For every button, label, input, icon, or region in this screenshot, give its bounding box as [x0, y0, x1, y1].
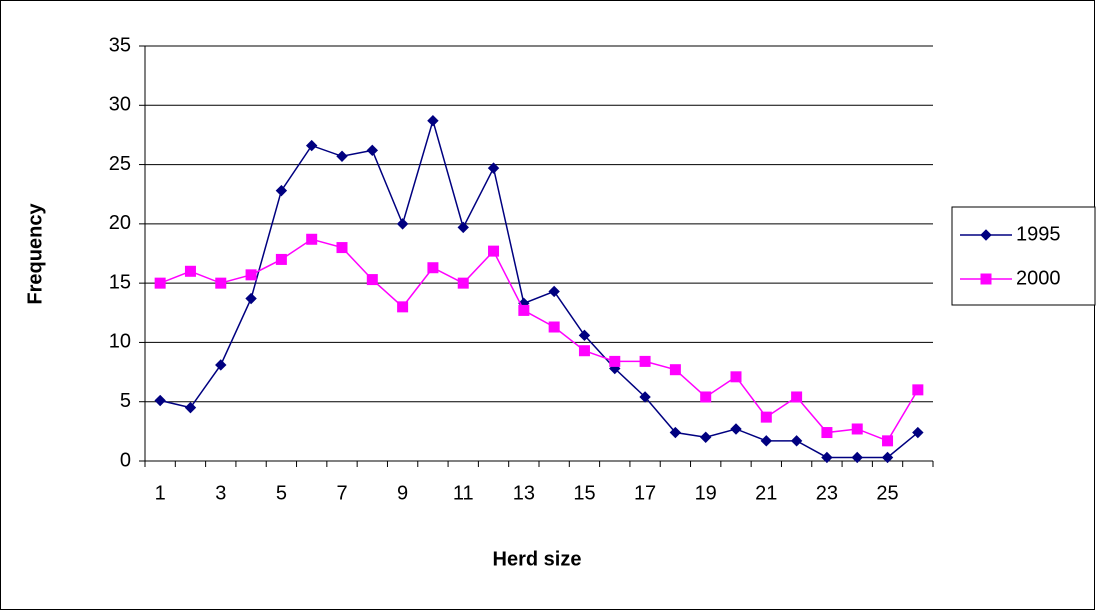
marker: [669, 364, 681, 376]
marker: [305, 139, 318, 152]
y-tick-label: 30: [109, 94, 131, 116]
marker: [548, 285, 560, 298]
marker: [609, 355, 621, 367]
marker: [548, 321, 560, 333]
marker: [306, 233, 318, 245]
marker: [760, 435, 773, 447]
x-tick-label: 15: [573, 482, 595, 504]
y-tick-label: 20: [109, 212, 131, 234]
marker: [154, 394, 166, 407]
marker: [184, 265, 196, 277]
marker: [882, 435, 894, 447]
x-tick-label: 19: [695, 482, 717, 504]
marker: [699, 431, 712, 443]
marker: [980, 273, 992, 285]
marker: [980, 229, 992, 241]
legend-box: [951, 206, 1096, 306]
marker: [215, 277, 227, 289]
marker: [518, 304, 530, 316]
x-tick-label: 9: [397, 482, 408, 504]
marker: [578, 345, 590, 357]
marker: [396, 218, 409, 230]
marker: [912, 384, 924, 396]
x-tick-label: 5: [276, 482, 287, 504]
marker: [245, 292, 257, 305]
marker: [578, 329, 591, 342]
marker: [487, 162, 500, 174]
marker: [215, 359, 227, 371]
marker: [639, 391, 651, 403]
marker: [881, 451, 894, 464]
marker: [730, 371, 742, 383]
x-tick-label: 25: [876, 482, 898, 504]
marker: [639, 355, 651, 367]
marker: [275, 184, 288, 197]
marker: [184, 401, 197, 414]
x-tick-label: 7: [336, 482, 347, 504]
marker: [457, 277, 469, 289]
marker: [488, 245, 500, 257]
marker: [397, 301, 409, 313]
y-tick-label: 15: [109, 271, 131, 293]
y-tick-label: 35: [109, 34, 131, 56]
y-tick-label: 0: [120, 449, 131, 471]
marker: [336, 150, 348, 162]
y-tick-label: 5: [120, 390, 131, 412]
marker: [821, 427, 833, 439]
marker: [760, 411, 772, 423]
marker: [791, 391, 803, 403]
x-tick-label: 17: [634, 482, 656, 504]
x-axis-label: Herd size: [493, 548, 582, 570]
marker: [821, 451, 833, 464]
marker: [366, 274, 378, 286]
x-tick-label: 11: [453, 482, 474, 504]
marker: [851, 451, 863, 464]
y-tick-label: 10: [109, 331, 131, 353]
marker: [669, 426, 682, 439]
marker: [275, 253, 287, 265]
marker: [366, 144, 379, 157]
y-tick-label: 25: [109, 153, 131, 175]
marker: [730, 423, 742, 435]
marker: [790, 435, 803, 447]
marker: [427, 262, 439, 274]
x-tick-label: 21: [755, 482, 777, 504]
x-tick-label: 1: [155, 482, 166, 504]
legend-label: 2000: [1016, 267, 1061, 289]
x-tick-label: 13: [513, 482, 535, 504]
marker: [851, 423, 863, 435]
marker: [154, 277, 166, 289]
marker: [245, 269, 257, 281]
y-axis-label: Frequency: [24, 203, 46, 305]
x-tick-label: 23: [816, 482, 838, 504]
marker: [912, 426, 924, 439]
marker: [457, 221, 469, 234]
marker: [427, 114, 439, 127]
x-tick-label: 3: [215, 482, 226, 504]
legend-label: 1995: [1016, 223, 1061, 245]
marker: [336, 242, 348, 254]
marker: [700, 391, 712, 403]
